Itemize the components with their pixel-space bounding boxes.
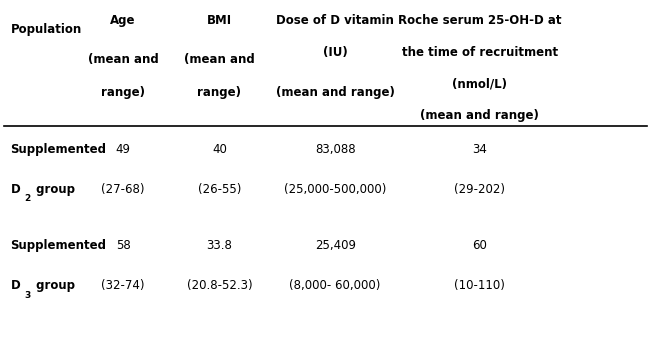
Text: D: D <box>10 279 20 292</box>
Text: 3: 3 <box>25 291 31 300</box>
Text: D: D <box>10 183 20 196</box>
Text: 58: 58 <box>116 239 130 252</box>
Text: (29-202): (29-202) <box>454 183 505 196</box>
Text: Dose of D vitamin: Dose of D vitamin <box>276 14 394 27</box>
Text: (IU): (IU) <box>323 46 348 59</box>
Text: Supplemented: Supplemented <box>10 239 107 252</box>
Text: (mean and range): (mean and range) <box>276 86 395 99</box>
Text: (mean and: (mean and <box>88 53 158 66</box>
Text: (32-74): (32-74) <box>102 279 145 292</box>
Text: (mean and: (mean and <box>184 53 255 66</box>
Text: (nmol/L): (nmol/L) <box>452 78 507 91</box>
Text: (27-68): (27-68) <box>102 183 145 196</box>
Text: (26-55): (26-55) <box>198 183 241 196</box>
Text: 49: 49 <box>116 143 131 156</box>
Text: 2: 2 <box>25 194 31 203</box>
Text: 40: 40 <box>212 143 227 156</box>
Text: Roche serum 25-OH-D at: Roche serum 25-OH-D at <box>398 14 562 27</box>
Text: Age: Age <box>110 14 136 27</box>
Text: group: group <box>32 183 75 196</box>
Text: range): range) <box>101 86 145 99</box>
Text: 33.8: 33.8 <box>206 239 232 252</box>
Text: the time of recruitment: the time of recruitment <box>402 46 558 59</box>
Text: 83,088: 83,088 <box>315 143 355 156</box>
Text: (10-110): (10-110) <box>454 279 505 292</box>
Text: group: group <box>32 279 75 292</box>
Text: 34: 34 <box>473 143 487 156</box>
Text: BMI: BMI <box>207 14 232 27</box>
Text: (20.8-52.3): (20.8-52.3) <box>187 279 253 292</box>
Text: Population: Population <box>10 23 82 36</box>
Text: (mean and range): (mean and range) <box>421 109 539 122</box>
Text: (25,000-500,000): (25,000-500,000) <box>284 183 386 196</box>
Text: (8,000- 60,000): (8,000- 60,000) <box>290 279 381 292</box>
Text: 25,409: 25,409 <box>314 239 355 252</box>
Text: range): range) <box>197 86 242 99</box>
Text: 60: 60 <box>473 239 487 252</box>
Text: Supplemented: Supplemented <box>10 143 107 156</box>
